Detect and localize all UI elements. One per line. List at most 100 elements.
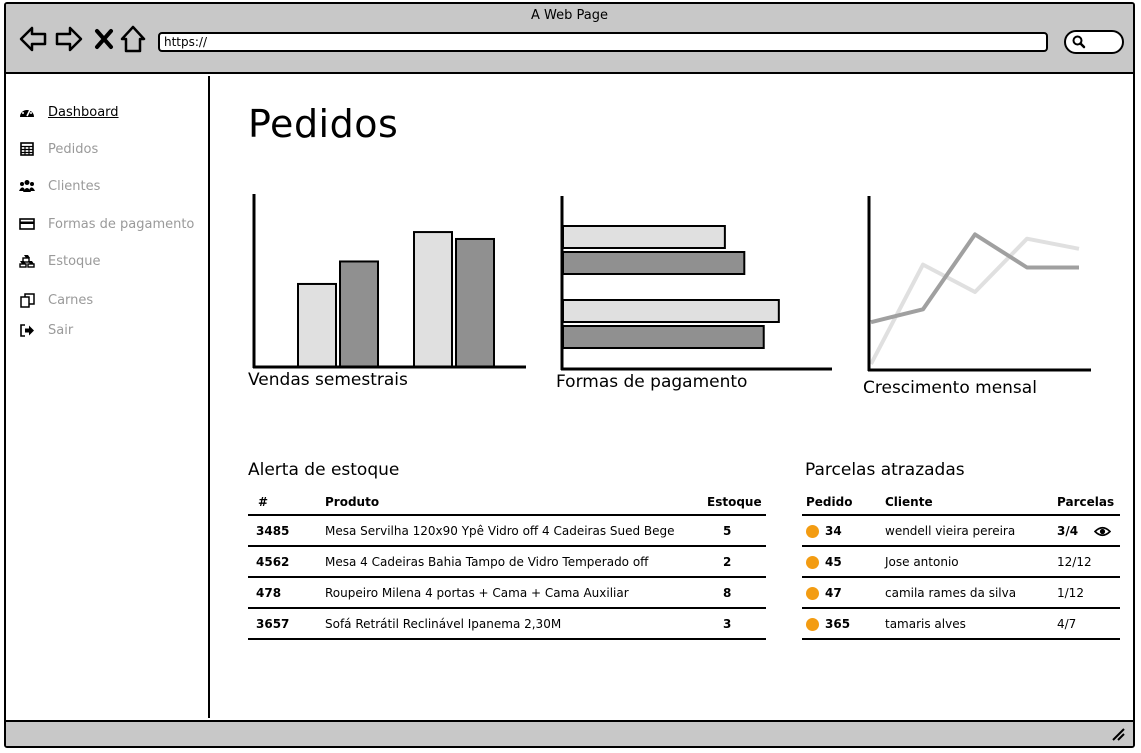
copy-icon <box>18 292 36 308</box>
sidebar-divider <box>208 76 210 718</box>
forward-arrow-icon[interactable] <box>54 24 84 54</box>
parcelas-table: Pedido Cliente Parcelas 34 wendell vieir… <box>802 494 1120 640</box>
sidebar-item-estoque[interactable]: Estoque <box>18 251 101 271</box>
row-produto: Mesa Servilha 120x90 Ypê Vidro off 4 Cad… <box>325 515 707 547</box>
users-icon <box>18 178 36 194</box>
browser-titlebar: A Web Page https:// <box>6 4 1133 74</box>
row-cliente: Jose antonio <box>885 546 1057 578</box>
row-parcelas: 12/12 <box>1057 546 1120 578</box>
estoque-section-title: Alerta de estoque <box>248 460 400 480</box>
browser-window: A Web Page https:// Dashboard <box>4 2 1135 748</box>
calculator-icon <box>18 141 36 157</box>
table-row[interactable]: 3657 Sofá Retrátil Reclinável Ipanema 2,… <box>248 608 766 640</box>
row-estoque: 8 <box>707 577 766 609</box>
sidebar-item-label: Pedidos <box>48 141 99 157</box>
row-estoque: 3 <box>707 608 766 640</box>
credit-card-icon <box>18 216 36 232</box>
table-row[interactable]: 365 tamaris alves 4/7 <box>802 608 1120 640</box>
bar <box>562 325 765 349</box>
table-row[interactable]: 47 camila rames da silva 1/12 <box>802 577 1120 609</box>
row-pedido: 45 <box>825 554 842 569</box>
bar <box>562 225 726 249</box>
resize-grip-icon[interactable] <box>1111 727 1125 741</box>
sidebar-item-label: Formas de pagamento <box>48 216 195 232</box>
vendas-semestrais-chart <box>252 194 526 369</box>
sidebar-item-label: Estoque <box>48 253 101 269</box>
row-id: 4562 <box>248 546 325 578</box>
column-header: Estoque <box>707 494 766 516</box>
row-parcelas: 3/4 <box>1057 523 1079 538</box>
status-dot <box>806 524 819 538</box>
crescimento-mensal-caption: Crescimento mensal <box>863 378 1037 398</box>
row-id: 478 <box>248 577 325 609</box>
vendas-semestrais-caption: Vendas semestrais <box>248 370 408 390</box>
column-header: # <box>248 494 325 516</box>
estoque-table: # Produto Estoque 3485 Mesa Servilha 120… <box>248 494 766 640</box>
row-parcelas: 4/7 <box>1057 608 1120 640</box>
status-dot <box>806 586 819 600</box>
row-pedido: 34 <box>825 523 842 538</box>
row-id: 3657 <box>248 608 325 640</box>
table-header-row: Pedido Cliente Parcelas <box>802 494 1120 516</box>
table-row[interactable]: 45 Jose antonio 12/12 <box>802 546 1120 578</box>
row-pedido: 47 <box>825 585 842 600</box>
sidebar-item-label: Sair <box>48 322 74 338</box>
close-icon[interactable] <box>94 24 114 54</box>
bar <box>562 299 780 323</box>
formas-de-pagamento-chart <box>560 196 832 371</box>
column-header: Cliente <box>885 494 1057 516</box>
parcelas-section-title: Parcelas atrazadas <box>805 460 965 480</box>
row-estoque: 2 <box>707 546 766 578</box>
series-line <box>869 236 1080 365</box>
table-row[interactable]: 4562 Mesa 4 Cadeiras Bahia Tampo de Vidr… <box>248 546 766 578</box>
sidebar-item-dashboard[interactable]: Dashboard <box>18 102 119 122</box>
sign-out-icon <box>18 322 36 338</box>
sidebar-item-carnes[interactable]: Carnes <box>18 290 93 310</box>
bar <box>413 231 453 369</box>
search-icon <box>1072 35 1086 49</box>
page-title: Pedidos <box>248 102 399 146</box>
series-line <box>870 232 1079 325</box>
bar <box>297 282 337 368</box>
sidebar-item-label: Clientes <box>48 178 101 194</box>
row-estoque: 5 <box>707 515 766 547</box>
dashboard-icon <box>18 104 36 120</box>
sidebar-item-label: Dashboard <box>48 104 119 120</box>
formas-de-pagamento-caption: Formas de pagamento <box>556 372 748 392</box>
browser-statusbar <box>6 720 1133 746</box>
home-icon[interactable] <box>120 24 146 54</box>
search-box[interactable] <box>1064 30 1124 54</box>
sidebar-item-formas-de-pagamento[interactable]: Formas de pagamento <box>18 214 194 234</box>
sidebar-item-label: Carnes <box>48 292 94 308</box>
status-dot <box>806 617 819 631</box>
table-row[interactable]: 478 Roupeiro Milena 4 portas + Cama + Ca… <box>248 577 766 609</box>
eye-icon[interactable] <box>1094 526 1112 537</box>
sidebar-item-clientes[interactable]: Clientes <box>18 176 100 196</box>
bar <box>339 260 379 368</box>
back-arrow-icon[interactable] <box>18 24 48 54</box>
row-produto: Sofá Retrátil Reclinável Ipanema 2,30M <box>325 608 707 640</box>
column-header: Pedido <box>802 494 885 516</box>
bar <box>455 237 495 369</box>
window-title: A Web Page <box>531 8 608 23</box>
bar <box>562 251 746 275</box>
crescimento-mensal-chart <box>867 196 1091 372</box>
row-cliente: tamaris alves <box>885 608 1057 640</box>
column-header: Produto <box>325 494 707 516</box>
table-row[interactable]: 3485 Mesa Servilha 120x90 Ypê Vidro off … <box>248 515 766 547</box>
row-cliente: camila rames da silva <box>885 577 1057 609</box>
table-header-row: # Produto Estoque <box>248 494 766 516</box>
row-parcelas: 1/12 <box>1057 577 1120 609</box>
sidebar-item-sair[interactable]: Sair <box>18 320 73 340</box>
table-row[interactable]: 34 wendell vieira pereira 3/4 <box>802 515 1120 547</box>
row-produto: Roupeiro Milena 4 portas + Cama + Cama A… <box>325 577 707 609</box>
url-input[interactable]: https:// <box>158 32 1048 52</box>
row-produto: Mesa 4 Cadeiras Bahia Tampo de Vidro Tem… <box>325 546 707 578</box>
cubes-icon <box>18 253 36 269</box>
sidebar-item-pedidos[interactable]: Pedidos <box>18 139 98 159</box>
column-header: Parcelas <box>1057 494 1120 516</box>
row-pedido: 365 <box>825 616 851 631</box>
status-dot <box>806 555 819 569</box>
row-id: 3485 <box>248 515 325 547</box>
row-cliente: wendell vieira pereira <box>885 515 1057 547</box>
